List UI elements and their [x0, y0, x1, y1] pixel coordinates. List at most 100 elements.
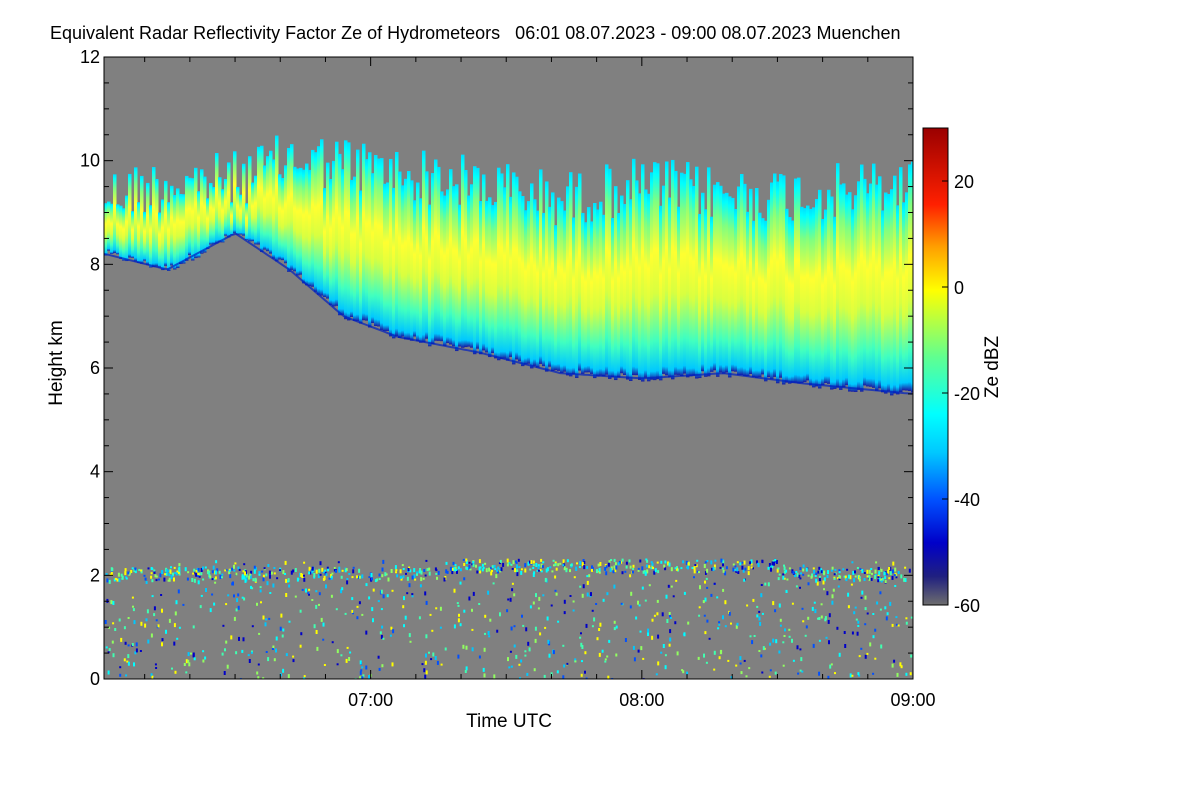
clutter-point [413, 574, 416, 579]
clutter-point [178, 573, 181, 576]
clutter-point [144, 623, 147, 628]
clutter-point [418, 616, 421, 620]
cloud-column [110, 203, 114, 254]
clutter-point [475, 564, 477, 568]
clutter-point [810, 575, 813, 579]
clutter-point [426, 568, 429, 572]
cloud-column [149, 205, 153, 268]
clutter-point [769, 642, 772, 646]
clutter-point [325, 584, 327, 589]
clutter-point [368, 576, 371, 579]
clutter-point [769, 669, 772, 672]
clutter-point [107, 670, 110, 675]
clutter-point [459, 581, 462, 585]
clutter-point [717, 627, 720, 630]
clutter-point [237, 566, 240, 570]
cloud-column [503, 187, 507, 359]
clutter-point [761, 560, 764, 564]
clutter-point [543, 674, 546, 678]
clutter-point [525, 627, 528, 632]
clutter-point [269, 574, 271, 579]
clutter-point [124, 568, 127, 572]
clutter-point [202, 566, 204, 570]
clutter-point [554, 589, 557, 592]
cloud-column [287, 147, 291, 272]
clutter-point [261, 570, 264, 573]
clutter-point [110, 572, 113, 576]
clutter-point [518, 566, 521, 569]
clutter-point [758, 616, 761, 621]
clutter-point [885, 616, 888, 621]
clutter-point [757, 563, 760, 568]
clutter-point [411, 595, 414, 598]
clutter-point [524, 568, 527, 573]
clutter-point [797, 672, 800, 675]
clutter-point [406, 592, 409, 595]
clutter-point [655, 673, 658, 676]
clutter-point [346, 580, 349, 585]
clutter-point [250, 585, 252, 589]
clutter-point [241, 649, 244, 653]
clutter-point [670, 617, 672, 619]
cloud-column [617, 212, 621, 378]
clutter-point [796, 645, 799, 650]
clutter-point [360, 669, 363, 672]
clutter-point [123, 626, 126, 630]
clutter-point [691, 567, 694, 569]
clutter-point [492, 582, 495, 585]
clutter-point [641, 586, 644, 590]
cloud-column [875, 184, 879, 391]
clutter-point [706, 560, 709, 562]
clutter-point [894, 572, 897, 575]
cloud-column [539, 169, 543, 364]
cloud-column [152, 167, 156, 268]
clutter-point [497, 571, 499, 574]
clutter-point [648, 565, 651, 569]
clutter-point [767, 566, 770, 570]
clutter-point [672, 595, 675, 598]
clutter-point [643, 570, 646, 573]
clutter-point [591, 609, 594, 612]
clutter-point [887, 569, 890, 574]
clutter-point [361, 574, 364, 579]
clutter-point [425, 559, 428, 562]
clutter-point [601, 649, 604, 653]
clutter-point [834, 568, 837, 571]
clutter-point [823, 570, 826, 575]
cloud-column [230, 202, 234, 236]
clutter-point [818, 566, 821, 570]
clutter-point [878, 577, 881, 582]
cloud-column [623, 204, 627, 376]
clutter-point [853, 578, 856, 583]
cloud-column [842, 183, 846, 388]
clutter-point [719, 566, 722, 569]
clutter-point [562, 564, 565, 567]
clutter-point [131, 596, 134, 599]
cloud-column [608, 168, 612, 379]
clutter-point [456, 602, 459, 605]
clutter-point [147, 567, 150, 570]
clutter-point [118, 578, 121, 583]
colorbar-tick-label: -20 [954, 384, 980, 404]
clutter-point [163, 577, 166, 582]
clutter-point [547, 639, 550, 644]
clutter-point [483, 673, 486, 678]
cloud-column [830, 196, 834, 390]
clutter-point [159, 573, 162, 578]
clutter-point [499, 612, 501, 617]
clutter-point [496, 629, 499, 633]
clutter-point [235, 608, 238, 612]
clutter-point [207, 571, 210, 575]
clutter-point [610, 559, 613, 561]
clutter-point [303, 675, 306, 678]
clutter-point [877, 579, 880, 583]
cloud-column [113, 174, 117, 254]
clutter-point [725, 566, 728, 570]
clutter-point [696, 559, 699, 562]
clutter-point [656, 612, 659, 616]
clutter-point [581, 593, 584, 598]
clutter-point [202, 650, 205, 653]
clutter-point [642, 657, 645, 660]
clutter-point [165, 572, 168, 576]
cloud-column [473, 166, 477, 355]
